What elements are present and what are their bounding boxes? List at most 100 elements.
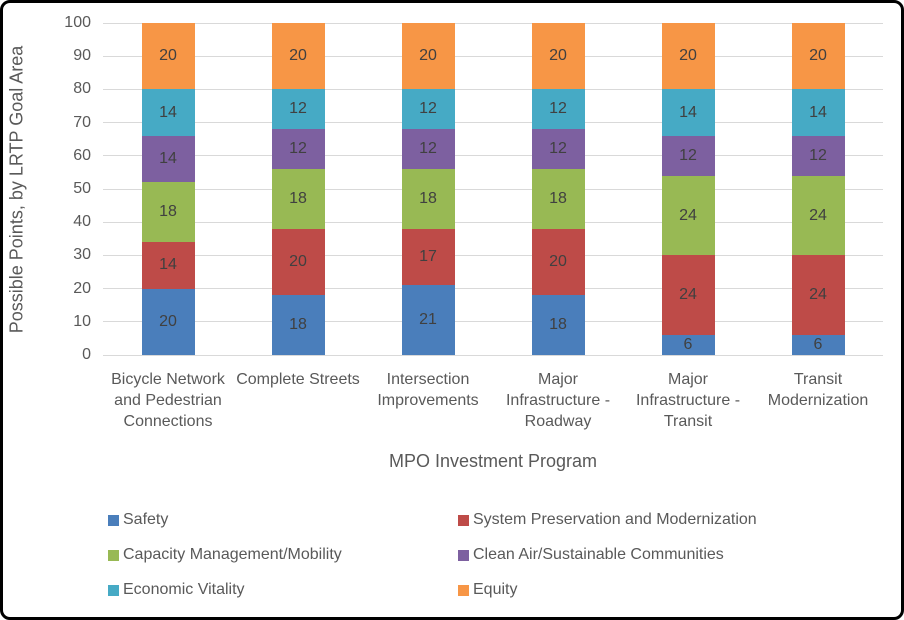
bar-segment-value: 6	[683, 336, 693, 354]
bar-segment: 12	[791, 135, 845, 176]
bar-segment-value: 12	[549, 100, 567, 118]
bar-segment-value: 18	[289, 189, 307, 207]
bar-segment: 12	[531, 89, 585, 130]
bar-segment: 24	[791, 175, 845, 256]
x-category-label-3: Intersection Improvements	[377, 371, 479, 409]
legend-swatch-icon	[458, 549, 469, 561]
legend-item: Capacity Management/Mobility	[108, 546, 458, 564]
bar-segment-value: 20	[549, 253, 567, 271]
bar-segment: 18	[271, 169, 325, 229]
legend-label: Economic Vitality	[123, 581, 245, 598]
legend-swatch-icon	[108, 549, 119, 561]
bar-segment: 12	[401, 129, 455, 170]
bar-segment: 20	[271, 228, 325, 296]
bar-segment: 14	[141, 135, 195, 183]
bar-segment: 17	[401, 228, 455, 286]
bar-segment-value: 20	[679, 47, 697, 65]
bar-segment: 20	[401, 23, 455, 90]
bar-segment: 20	[791, 23, 845, 90]
x-category-label-4: Major Infrastructure - Roadway	[505, 371, 611, 430]
bar-segment-value: 24	[679, 286, 697, 304]
bar-segment: 20	[661, 23, 715, 90]
bar-segment: 14	[791, 89, 845, 136]
bar-segment-value: 18	[549, 189, 567, 207]
bar-segment-value: 12	[419, 140, 437, 158]
bar-segment-value: 14	[809, 103, 827, 121]
bar-segment-value: 18	[419, 189, 437, 207]
legend-item: Clean Air/Sustainable Communities	[458, 546, 828, 564]
bar-segment: 20	[141, 288, 195, 355]
bar-segment-value: 20	[809, 47, 827, 65]
x-axis-category-labels: Bicycle Network and Pedestrian Connectio…	[103, 369, 883, 432]
bar-segment: 20	[531, 23, 585, 90]
bar-segment-value: 6	[813, 336, 823, 354]
gridline-y80	[103, 88, 883, 90]
gridline-y10	[103, 321, 883, 323]
bar-segment-value: 12	[419, 100, 437, 118]
y-tick-label-60: 60	[73, 146, 91, 164]
bar-segment-value: 12	[289, 100, 307, 118]
legend-swatch-icon	[108, 514, 119, 526]
legend-item: System Preservation and Modernization	[458, 511, 828, 529]
legend-swatch-icon	[458, 584, 469, 596]
bar-segment: 14	[661, 89, 715, 136]
legend-item: Safety	[108, 511, 458, 529]
bar-stack-2: 18 20 18 12 12 20	[271, 23, 325, 355]
bar-segment: 6	[791, 335, 845, 355]
y-tick-label-30: 30	[73, 246, 91, 264]
bar-segment-value: 12	[549, 140, 567, 158]
x-category-label-5: Major Infrastructure - Transit	[635, 371, 741, 430]
bar-segment: 21	[401, 285, 455, 355]
bar-segment: 12	[531, 129, 585, 170]
bar-segment: 20	[271, 23, 325, 90]
bar-segment-value: 21	[419, 311, 437, 329]
bar-stack-1: 20 14 18 14 14 20	[141, 23, 195, 355]
bar-segment: 18	[401, 169, 455, 229]
bar-segment-value: 20	[419, 47, 437, 65]
bar-segment: 20	[531, 228, 585, 296]
bar-segment: 12	[661, 135, 715, 176]
plot-area: 20 14 18 14 14 20 18 20 18 12 12 20 21 17 18 12 12 20 18 20…	[103, 22, 883, 356]
gridline-y0	[103, 354, 883, 356]
y-tick-label-90: 90	[73, 47, 91, 65]
bar-segment-value: 24	[809, 206, 827, 224]
bar-segment-value: 14	[159, 256, 177, 274]
y-tick-label-80: 80	[73, 80, 91, 98]
y-tick-label-50: 50	[73, 180, 91, 197]
bar-segment: 24	[791, 255, 845, 336]
y-tick-label-10: 10	[73, 312, 91, 330]
bar-segment-value: 20	[289, 47, 307, 65]
gridline-y100	[103, 22, 883, 24]
bar-segment-value: 14	[159, 150, 177, 168]
bar-segment-value: 18	[289, 316, 307, 334]
bar-segment-value: 12	[679, 146, 697, 164]
y-tick-label-100: 100	[64, 14, 91, 31]
legend-label: System Preservation and Modernization	[473, 511, 757, 528]
bar-segment: 12	[271, 129, 325, 170]
bar-stack-5: 6 24 24 12 14 20	[661, 23, 715, 355]
bar-segment-value: 18	[549, 316, 567, 334]
legend: Safety System Preservation and Modernizat…	[108, 511, 828, 599]
bar-segment: 14	[141, 89, 195, 136]
bar-segment-value: 12	[809, 146, 827, 164]
bar-stack-4: 18 20 18 12 12 20	[531, 23, 585, 355]
bar-segment-value: 20	[549, 47, 567, 65]
legend-item: Equity	[458, 581, 828, 599]
bar-segment-value: 14	[679, 103, 697, 121]
gridline-y20	[103, 288, 883, 290]
bar-segment: 24	[661, 175, 715, 256]
gridline-y40	[103, 221, 883, 223]
y-tick-label-70: 70	[73, 113, 91, 131]
bar-segment-value: 20	[159, 312, 177, 330]
legend-swatch-icon	[108, 584, 119, 596]
bar-segment: 12	[271, 89, 325, 130]
gridline-y90	[103, 55, 883, 57]
bar-segment-value: 17	[419, 248, 437, 266]
bar-segment-value: 24	[679, 206, 697, 224]
x-axis-title: MPO Investment Program	[388, 451, 598, 471]
bar-segment: 18	[141, 182, 195, 243]
legend-label: Capacity Management/Mobility	[123, 546, 342, 563]
bar-segment: 6	[661, 335, 715, 355]
x-category-label-2: Complete Streets	[236, 371, 360, 388]
